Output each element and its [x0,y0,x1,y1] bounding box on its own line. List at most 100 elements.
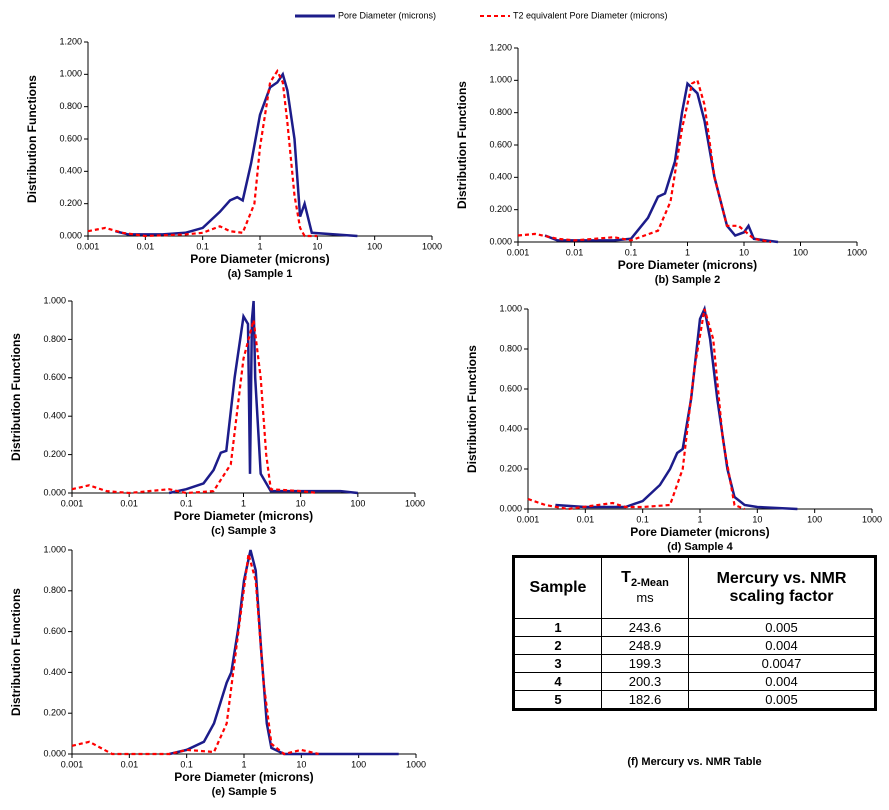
y-tick-label: 0.600 [43,626,66,636]
x-tick-label: 0.001 [517,514,540,524]
cell: 243.6 [601,618,689,637]
y-tick-label: 0.000 [43,487,66,497]
cell: 0.005 [688,618,876,637]
y-axis-label: Distribution Functions [9,588,23,716]
y-axis-label: Distribution Functions [25,75,39,203]
x-tick-label: 100 [793,247,808,257]
y-tick-label: 0.200 [489,204,512,214]
x-tick-label: 10 [752,514,762,524]
cell: 2 [513,636,602,655]
cell: 4 [513,672,602,691]
x-tick-label: 10 [296,498,306,508]
row: 1 243.6 0.005 [513,618,876,637]
x-tick-label: 100 [350,498,365,508]
y-axis-label: Distribution Functions [465,345,479,473]
cell: 182.6 [601,690,689,710]
row: 5 182.6 0.005 [513,690,876,710]
y-tick-label: 0.200 [59,198,82,208]
cell: 3 [513,654,602,673]
y-tick-label: 0.800 [43,334,66,344]
x-tick-label: 0.01 [577,514,595,524]
y-tick-label: 0.400 [499,423,522,433]
y-tick-label: 1.000 [43,544,66,554]
x-tick-label: 0.1 [625,247,638,257]
y-tick-label: 0.000 [499,503,522,513]
y-tick-label: 0.000 [43,748,66,758]
cell: 0.005 [688,690,876,710]
x-axis-label: Pore Diameter (microns) [190,252,329,266]
caption: (e) Sample 5 [212,786,277,798]
series-line [115,71,358,238]
x-tick-label: 0.01 [566,247,584,257]
series-line [555,304,798,511]
header-row: Sample T2-Mean ms Mercury vs. NMR scaling… [513,556,876,619]
x-tick-label: 0.001 [61,759,84,769]
y-tick-label: 1.000 [59,69,82,79]
y-tick-label: 1.200 [489,42,512,52]
x-tick-label: 100 [351,759,366,769]
y-tick-label: 0.600 [489,139,512,149]
header-cell: Sample [513,556,602,619]
header-cell: Mercury vs. NMR scaling factor [688,556,876,619]
x-axis-label: Pore Diameter (microns) [174,509,313,523]
x-tick-label: 1000 [862,514,882,524]
x-axis-label: Pore Diameter (microns) [174,770,313,784]
y-tick-label: 0.400 [59,166,82,176]
header-cell: T2-Mean ms [601,556,689,619]
y-tick-label: 0.400 [489,172,512,182]
x-tick-label: 0.1 [180,498,193,508]
series-line [71,319,319,495]
series-line [544,81,779,244]
series-line [527,308,746,511]
cell: 199.3 [601,654,689,673]
caption: (b) Sample 2 [655,274,720,286]
cell: 0.004 [688,636,876,655]
x-tick-label: 100 [367,241,382,251]
y-tick-label: 0.200 [43,449,66,459]
y-tick-label: 1.200 [59,36,82,46]
cell: 248.9 [601,636,689,655]
y-tick-label: 1.000 [489,75,512,85]
legend-label: Pore Diameter (microns) [338,10,436,20]
y-tick-label: 0.200 [43,708,66,718]
x-tick-label: 1000 [406,759,426,769]
y-tick-label: 0.600 [59,133,82,143]
series-line [169,549,399,756]
series-line [87,68,318,238]
y-tick-label: 0.000 [489,236,512,246]
x-tick-label: 1000 [405,498,425,508]
x-axis-label: Pore Diameter (microns) [618,258,757,272]
y-tick-label: 0.800 [43,585,66,595]
header-unit: ms [636,590,654,606]
x-tick-label: 10 [312,241,322,251]
y-tick-label: 0.600 [43,372,66,382]
series-line [168,300,358,495]
table-caption: (f) Mercury vs. NMR Table [627,756,762,768]
y-tick-label: 1.000 [499,303,522,313]
x-axis-label: Pore Diameter (microns) [630,525,769,539]
x-tick-label: 1 [697,514,702,524]
y-axis-label: Distribution Functions [9,333,23,461]
x-tick-label: 0.1 [180,759,193,769]
series-line [71,553,319,756]
y-tick-label: 0.600 [499,383,522,393]
x-tick-label: 1 [685,247,690,257]
caption: (c) Sample 3 [211,525,276,537]
legend-label: T2 equivalent Pore Diameter (microns) [513,10,668,20]
y-axis-label: Distribution Functions [455,81,469,209]
y-tick-label: 0.000 [59,230,82,240]
x-tick-label: 10 [296,759,306,769]
x-tick-label: 0.001 [77,241,100,251]
row: 2 248.9 0.004 [513,636,876,655]
x-tick-label: 0.1 [636,514,649,524]
y-tick-label: 0.400 [43,667,66,677]
header-text: T [621,568,631,586]
y-tick-label: 0.200 [499,463,522,473]
x-tick-label: 0.01 [121,759,139,769]
x-tick-label: 0.001 [507,247,530,257]
x-tick-label: 0.001 [61,498,84,508]
cell: 5 [513,690,602,710]
y-tick-label: 0.800 [489,107,512,117]
